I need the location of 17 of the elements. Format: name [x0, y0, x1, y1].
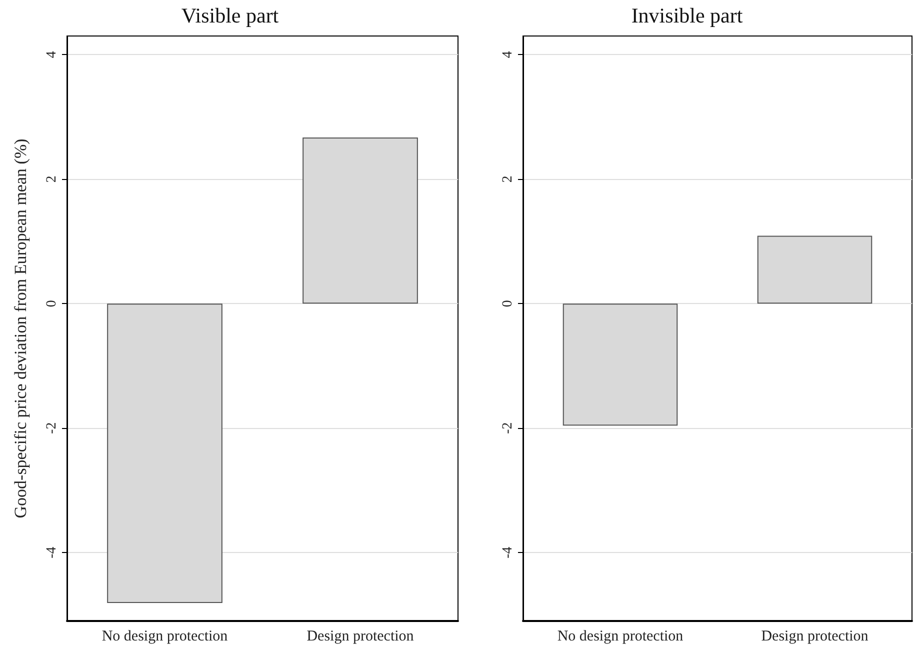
y-tick-label: 0: [500, 300, 516, 308]
y-tick-label: -2: [500, 422, 516, 434]
y-tick-label: 0: [44, 300, 60, 308]
y-axis-title: Good-specific price deviation from European mean (%): [11, 138, 30, 518]
y-tick-label: 4: [44, 51, 60, 58]
y-tick-label: -4: [500, 546, 516, 558]
y-tick-label: 2: [44, 176, 60, 183]
chart-title: Visible part: [181, 4, 279, 28]
x-tick-label: Design protection: [761, 628, 869, 644]
y-tick-label: -4: [44, 546, 60, 558]
y-tick-label: -2: [44, 422, 60, 434]
x-tick-label: Design protection: [306, 628, 414, 644]
chart-title: Invisible part: [631, 4, 743, 28]
x-tick-label: No design protection: [102, 628, 228, 644]
y-tick-label: 4: [500, 51, 516, 58]
x-tick-label: No design protection: [557, 628, 684, 644]
y-tick-label: 2: [500, 176, 516, 183]
